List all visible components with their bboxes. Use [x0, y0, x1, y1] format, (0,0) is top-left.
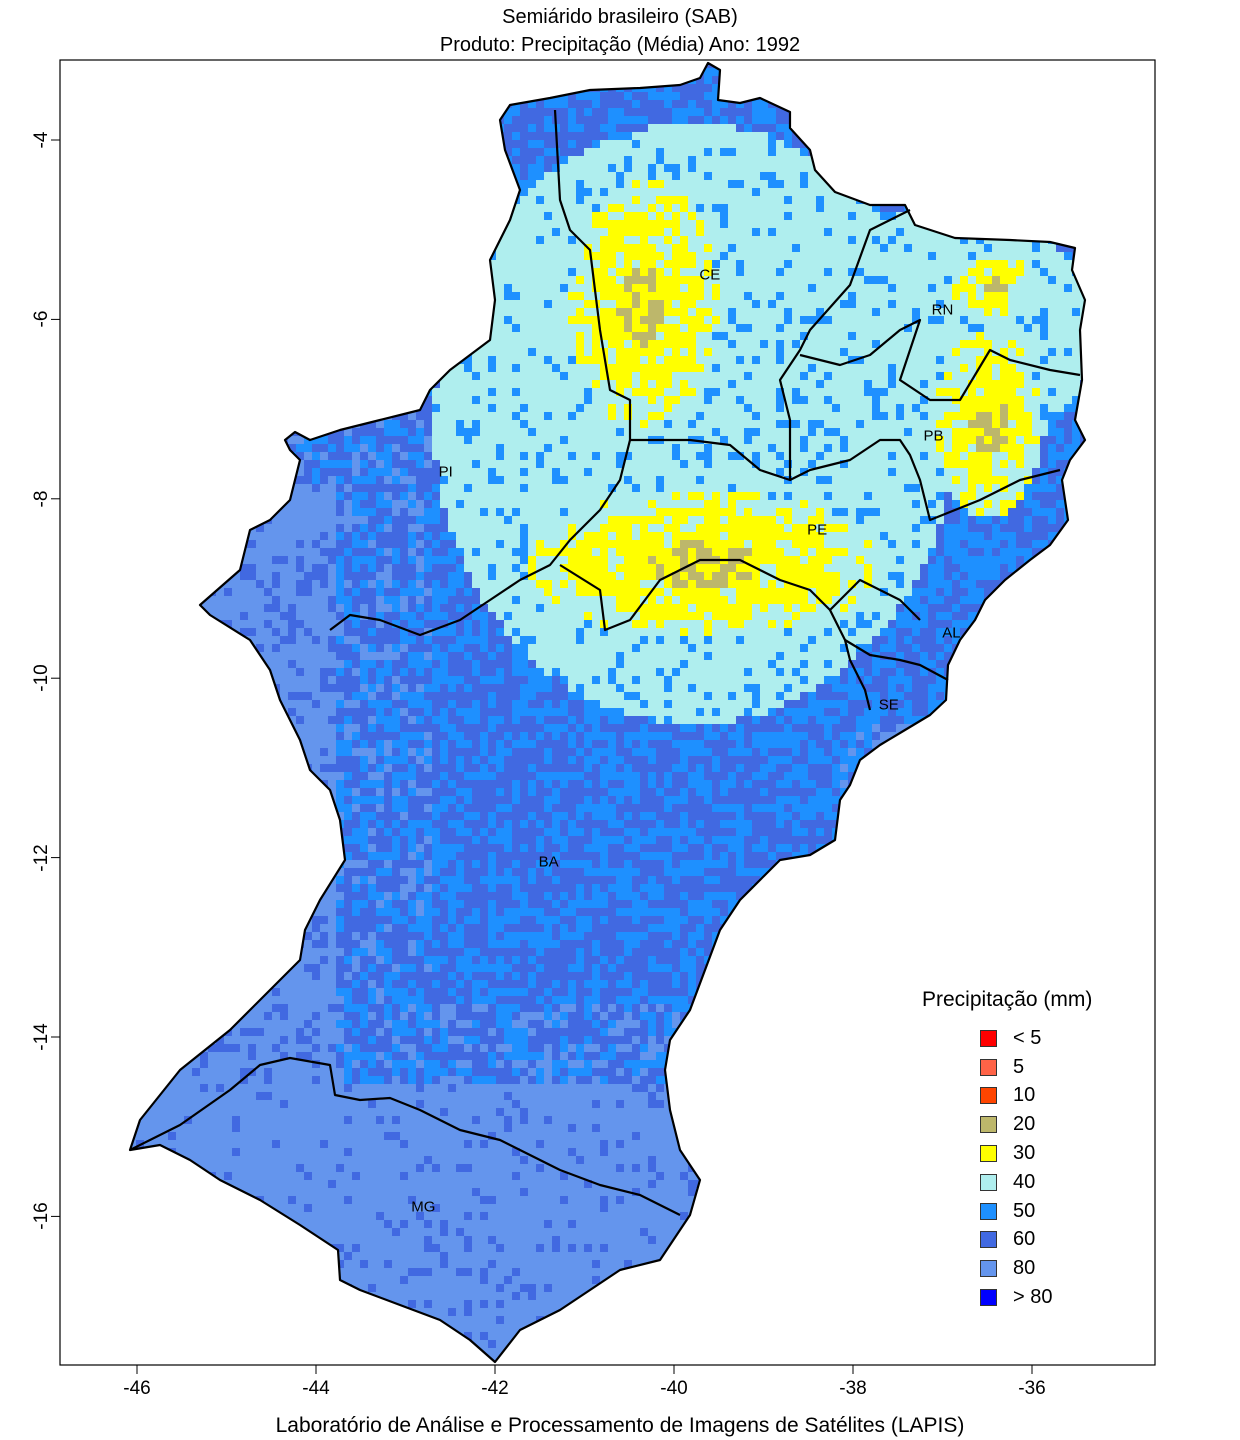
legend-label: 50	[1013, 1200, 1035, 1223]
legend-swatch	[980, 1116, 997, 1134]
y-tick-label: -12	[31, 838, 53, 878]
state-label-rn: RN	[932, 302, 954, 319]
legend-item: > 80	[980, 1283, 1148, 1312]
state-label-al: AL	[942, 625, 960, 642]
state-label-pe: PE	[807, 522, 827, 539]
legend-label: 40	[1013, 1171, 1035, 1194]
legend-item: 5	[980, 1053, 1148, 1082]
legend-swatch	[980, 1173, 997, 1191]
legend-label: 5	[1013, 1056, 1024, 1079]
legend-label: 60	[1013, 1228, 1035, 1251]
legend-label: > 80	[1013, 1286, 1052, 1309]
y-tick-label: -16	[31, 1196, 53, 1236]
legend-label: 80	[1013, 1257, 1035, 1280]
legend-item: 60	[980, 1226, 1148, 1255]
y-tick-label: -10	[31, 658, 53, 698]
legend-label: 10	[1013, 1084, 1035, 1107]
legend-swatch	[980, 1231, 997, 1249]
legend-item: 50	[980, 1197, 1148, 1226]
legend-swatch	[980, 1058, 997, 1076]
legend-swatch	[980, 1289, 997, 1307]
legend-item: 10	[980, 1082, 1148, 1111]
y-tick-label: -8	[31, 479, 53, 519]
legend: Precipitação (mm) < 5 5 10 20 30 40 50 60 80 > 80	[918, 988, 1148, 1312]
state-label-ce: CE	[699, 266, 720, 283]
x-tick-label: -42	[481, 1378, 508, 1400]
legend-swatch	[980, 1087, 997, 1105]
legend-label: 20	[1013, 1113, 1035, 1136]
legend-label: < 5	[1013, 1027, 1041, 1050]
map-subtitle: Produto: Precipitação (Média) Ano: 1992	[0, 34, 1240, 57]
x-tick-label: -44	[302, 1378, 329, 1400]
state-label-pi: PI	[439, 463, 453, 480]
legend-swatch	[980, 1202, 997, 1220]
y-tick-label: -14	[31, 1017, 53, 1057]
y-tick-label: -4	[31, 120, 53, 160]
x-tick-label: -40	[660, 1378, 687, 1400]
x-tick-label: -36	[1018, 1378, 1045, 1400]
state-label-ba: BA	[539, 854, 559, 871]
legend-item: < 5	[980, 1024, 1148, 1053]
legend-title: Precipitação (mm)	[922, 988, 1148, 1012]
legend-swatch	[980, 1145, 997, 1163]
legend-swatch	[980, 1260, 997, 1278]
state-label-mg: MG	[411, 1199, 435, 1216]
plot-frame	[59, 59, 1156, 1366]
map-title: Semiárido brasileiro (SAB)	[0, 6, 1240, 29]
legend-item: 80	[980, 1254, 1148, 1283]
state-borders	[128, 61, 1087, 1364]
footer-credit: Laboratório de Análise e Processamento d…	[0, 1414, 1240, 1438]
legend-item: 30	[980, 1139, 1148, 1168]
y-tick-label: -6	[31, 299, 53, 339]
legend-label: 30	[1013, 1142, 1035, 1165]
x-axis	[136, 1365, 1033, 1374]
legend-item: 20	[980, 1110, 1148, 1139]
legend-item: 40	[980, 1168, 1148, 1197]
legend-swatch	[980, 1029, 997, 1047]
x-tick-label: -38	[839, 1378, 866, 1400]
y-axis	[51, 139, 60, 1217]
state-label-pb: PB	[924, 428, 944, 445]
x-tick-label: -46	[123, 1378, 150, 1400]
state-label-se: SE	[879, 697, 899, 714]
